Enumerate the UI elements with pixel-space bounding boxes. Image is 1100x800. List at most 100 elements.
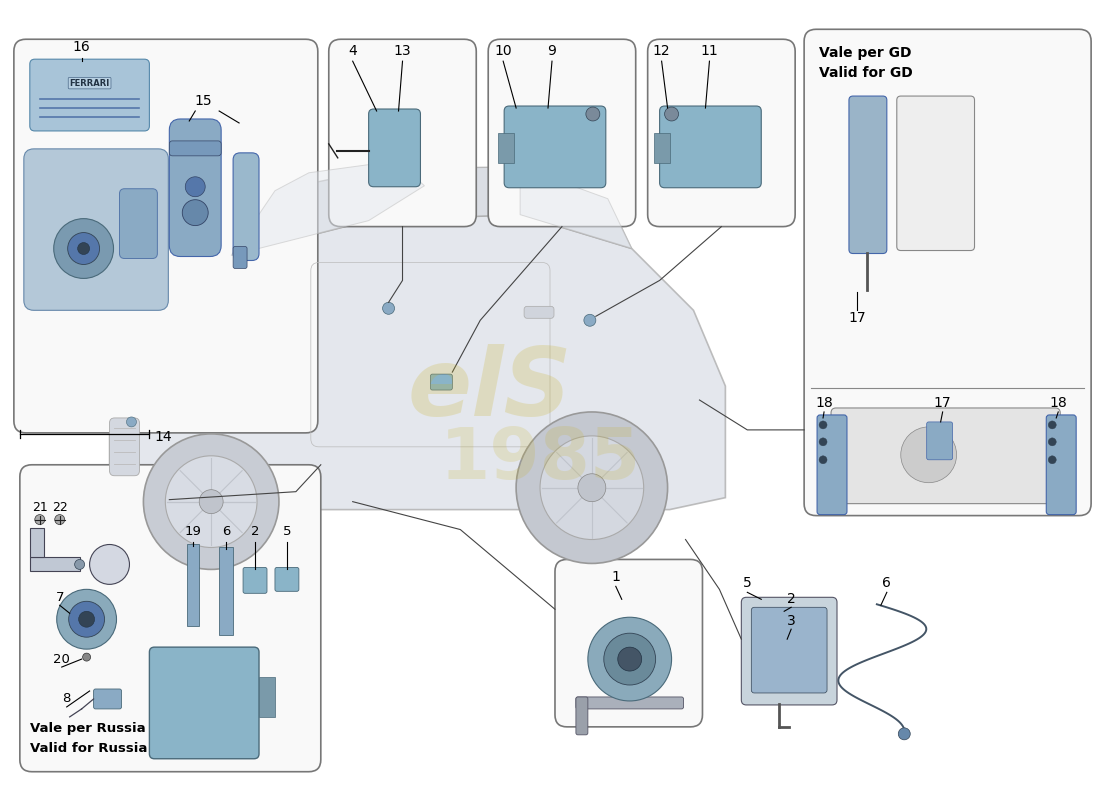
- Circle shape: [516, 412, 668, 563]
- Bar: [187, 545, 199, 626]
- FancyBboxPatch shape: [110, 418, 140, 476]
- FancyBboxPatch shape: [488, 39, 636, 226]
- FancyBboxPatch shape: [741, 598, 837, 705]
- Text: 18: 18: [1049, 396, 1067, 410]
- Circle shape: [78, 242, 89, 254]
- Text: 22: 22: [52, 501, 67, 514]
- Bar: [653, 133, 670, 163]
- Circle shape: [82, 653, 90, 661]
- FancyBboxPatch shape: [576, 697, 587, 735]
- Text: elS: elS: [408, 344, 572, 436]
- Circle shape: [199, 490, 223, 514]
- FancyBboxPatch shape: [150, 647, 258, 758]
- FancyBboxPatch shape: [120, 189, 157, 258]
- Circle shape: [183, 200, 208, 226]
- FancyBboxPatch shape: [576, 697, 683, 709]
- Circle shape: [1048, 456, 1056, 464]
- FancyBboxPatch shape: [24, 149, 168, 310]
- FancyBboxPatch shape: [1046, 415, 1076, 514]
- Text: 4: 4: [349, 44, 358, 58]
- Bar: [219, 547, 233, 635]
- Circle shape: [143, 434, 279, 570]
- Circle shape: [820, 421, 827, 429]
- FancyBboxPatch shape: [94, 689, 121, 709]
- Circle shape: [35, 514, 45, 525]
- Circle shape: [820, 438, 827, 446]
- Circle shape: [618, 647, 641, 671]
- Circle shape: [68, 233, 100, 265]
- Text: 1: 1: [612, 570, 620, 584]
- Polygon shape: [110, 214, 725, 510]
- FancyBboxPatch shape: [830, 408, 1060, 504]
- FancyBboxPatch shape: [14, 39, 318, 433]
- Text: 6: 6: [882, 576, 891, 590]
- Polygon shape: [231, 167, 631, 255]
- Polygon shape: [30, 527, 44, 558]
- Circle shape: [126, 417, 136, 427]
- Polygon shape: [30, 558, 79, 571]
- Circle shape: [89, 545, 130, 584]
- Bar: [258, 677, 275, 717]
- Text: 8: 8: [63, 693, 70, 706]
- Circle shape: [820, 456, 827, 464]
- Text: 11: 11: [701, 44, 718, 58]
- Circle shape: [55, 514, 65, 525]
- Text: 20: 20: [53, 653, 70, 666]
- FancyBboxPatch shape: [926, 422, 953, 460]
- FancyBboxPatch shape: [556, 559, 703, 727]
- FancyBboxPatch shape: [804, 30, 1091, 515]
- Circle shape: [587, 618, 672, 701]
- Circle shape: [540, 436, 644, 539]
- Circle shape: [75, 559, 85, 570]
- Text: Vale per Russia: Vale per Russia: [30, 722, 145, 735]
- FancyBboxPatch shape: [20, 465, 321, 772]
- Text: 21: 21: [32, 501, 47, 514]
- Text: 3: 3: [786, 614, 795, 628]
- FancyBboxPatch shape: [275, 567, 299, 591]
- Circle shape: [899, 728, 910, 740]
- Circle shape: [68, 602, 104, 637]
- Bar: [498, 133, 514, 163]
- Text: 12: 12: [652, 44, 670, 58]
- Circle shape: [1048, 421, 1056, 429]
- Text: 1985: 1985: [440, 426, 640, 494]
- Circle shape: [1048, 438, 1056, 446]
- Circle shape: [584, 314, 596, 326]
- Polygon shape: [520, 167, 631, 249]
- Text: 5: 5: [742, 576, 751, 590]
- Text: Vale per GD: Vale per GD: [820, 46, 912, 60]
- FancyBboxPatch shape: [849, 96, 887, 254]
- FancyBboxPatch shape: [896, 96, 975, 250]
- Text: 17: 17: [934, 396, 952, 410]
- Text: 17: 17: [848, 311, 866, 326]
- Circle shape: [664, 107, 679, 121]
- FancyBboxPatch shape: [660, 106, 761, 188]
- Text: Valid for Russia: Valid for Russia: [30, 742, 147, 755]
- Circle shape: [57, 590, 117, 649]
- FancyBboxPatch shape: [648, 39, 795, 226]
- Text: 13: 13: [394, 44, 411, 58]
- Circle shape: [54, 218, 113, 278]
- Circle shape: [383, 302, 395, 314]
- FancyBboxPatch shape: [368, 109, 420, 186]
- FancyBboxPatch shape: [430, 374, 452, 390]
- FancyBboxPatch shape: [817, 415, 847, 514]
- Text: 2: 2: [786, 592, 795, 606]
- Text: 7: 7: [55, 591, 64, 604]
- Text: 5: 5: [283, 525, 292, 538]
- Circle shape: [185, 177, 206, 197]
- Text: Valid for GD: Valid for GD: [820, 66, 913, 80]
- Text: 18: 18: [815, 396, 833, 410]
- Text: FERRARI: FERRARI: [69, 78, 110, 88]
- Text: 19: 19: [185, 525, 201, 538]
- FancyBboxPatch shape: [169, 141, 221, 156]
- FancyBboxPatch shape: [233, 246, 248, 269]
- FancyBboxPatch shape: [524, 306, 554, 318]
- Text: 16: 16: [73, 40, 90, 54]
- Text: 2: 2: [251, 525, 260, 538]
- Circle shape: [604, 633, 656, 685]
- Text: 10: 10: [494, 44, 512, 58]
- Text: 6: 6: [222, 525, 230, 538]
- FancyBboxPatch shape: [233, 153, 258, 261]
- Circle shape: [586, 107, 600, 121]
